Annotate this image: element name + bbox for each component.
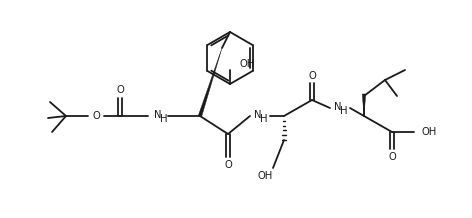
Text: N: N: [334, 102, 342, 112]
Text: N: N: [154, 110, 162, 120]
Text: O: O: [308, 71, 316, 81]
Text: H: H: [160, 114, 168, 124]
Text: OH: OH: [257, 171, 273, 181]
Text: O: O: [116, 85, 124, 95]
Text: N: N: [254, 110, 262, 120]
Text: O: O: [224, 160, 232, 170]
Text: O: O: [388, 152, 396, 162]
Text: OH: OH: [240, 59, 255, 69]
Text: H: H: [340, 106, 348, 116]
Polygon shape: [198, 48, 222, 117]
Polygon shape: [362, 94, 366, 116]
Text: O: O: [92, 111, 100, 121]
Text: OH: OH: [422, 127, 437, 137]
Text: H: H: [260, 114, 268, 124]
